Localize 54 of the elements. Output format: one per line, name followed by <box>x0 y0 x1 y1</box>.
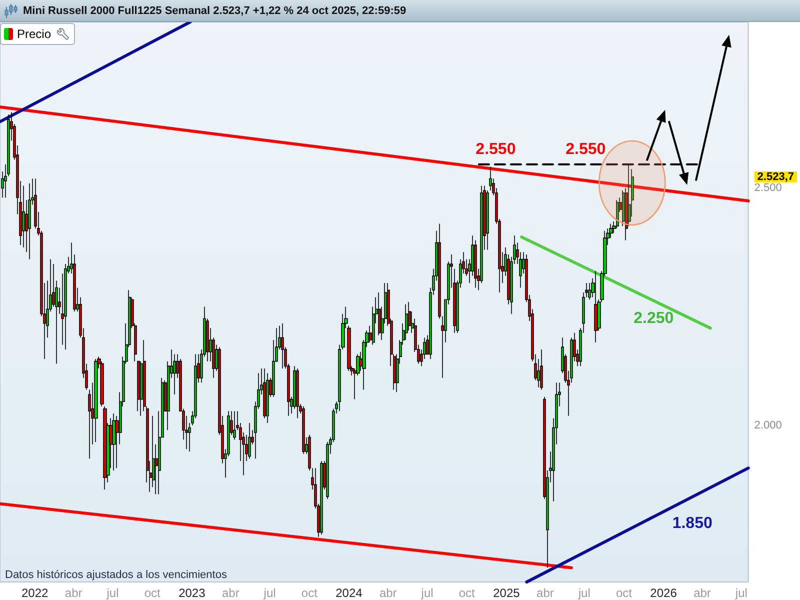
candlestick <box>296 368 299 419</box>
x-tick-label: oct <box>458 586 476 600</box>
candlestick <box>263 368 266 419</box>
candlestick <box>489 166 492 191</box>
x-tick-label: oct <box>144 586 161 600</box>
x-tick-label: jul <box>262 586 276 600</box>
candlestick <box>302 406 305 454</box>
x-tick-label: jul <box>420 586 434 600</box>
x-tick-label: abr <box>536 586 554 600</box>
x-tick-label: jul <box>106 586 119 600</box>
x-tick-label: abr <box>222 586 240 600</box>
candlestick <box>616 200 619 229</box>
candlestick <box>233 410 236 440</box>
candlestick <box>22 185 25 248</box>
x-tick-label: 2023 <box>178 586 206 600</box>
candlestick <box>588 282 591 300</box>
y-tick-label: 2.523,7 <box>757 170 794 183</box>
legend-label: Precio <box>17 27 52 41</box>
candlestick <box>248 422 251 460</box>
candlestick <box>94 358 98 442</box>
annotation: 2.550 <box>476 141 516 160</box>
x-tick-label: 2026 <box>650 586 678 600</box>
candlestick <box>594 270 598 343</box>
legend-panel: Precio <box>0 23 76 45</box>
x-tick-label: oct <box>616 586 633 600</box>
annotation: Datos históricos ajustados a los vencimientos <box>5 569 227 582</box>
annotation: 2.550 <box>566 141 606 160</box>
candlestick <box>326 442 329 500</box>
chart-title: Mini Russell 2000 Full1225 Semanal 2.523,7 +1,22 % 24 oct 2025, 22:59:59 <box>23 4 406 16</box>
x-tick-label: oct <box>301 586 318 600</box>
candlestick <box>474 240 477 288</box>
candlestick <box>281 322 284 369</box>
candlestick <box>100 360 104 407</box>
x-tick-label: jul <box>734 586 748 600</box>
x-tick-label: jul <box>577 586 590 600</box>
candlestick <box>137 360 140 412</box>
x-tick-label: abr <box>379 586 397 600</box>
candlestick <box>112 413 116 471</box>
candlestick <box>266 372 269 424</box>
candlestick <box>405 304 408 340</box>
candlestick <box>28 182 31 260</box>
candlestick <box>540 349 543 390</box>
annotation: 2.250 <box>634 310 674 328</box>
candlestick <box>320 460 323 535</box>
x-tick-label: abr <box>64 586 82 600</box>
x-tick-label: 2025 <box>493 586 520 600</box>
y-tick-label: 2.000 <box>754 419 782 432</box>
candlestick <box>173 354 176 395</box>
y-tick-label: 2.500 <box>754 182 782 194</box>
x-tick-label: 2024 <box>336 586 363 600</box>
x-tick-label: 2022 <box>22 586 49 600</box>
candlestick <box>378 292 381 336</box>
annotation: 1.850 <box>672 514 712 533</box>
x-tick-label: abr <box>694 586 711 600</box>
